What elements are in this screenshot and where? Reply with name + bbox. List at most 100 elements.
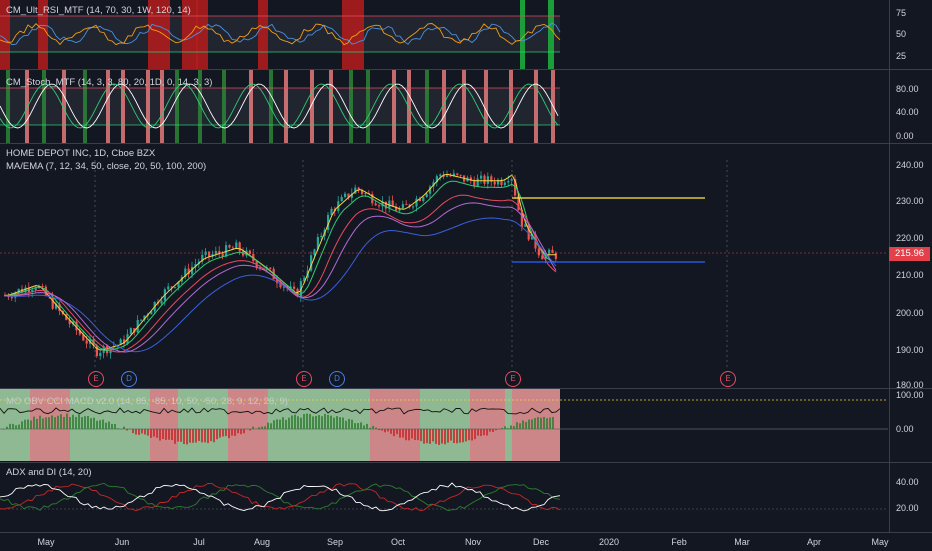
candle-body — [483, 175, 486, 184]
candle-body — [514, 179, 517, 196]
candle-body — [214, 251, 217, 255]
dividend-marker[interactable]: D — [329, 371, 345, 387]
candle-body — [442, 174, 445, 177]
candle-body — [177, 281, 180, 288]
candle-body — [85, 340, 88, 344]
stoch-signal-bar — [269, 70, 273, 143]
candle-body — [469, 177, 472, 181]
candle-body — [95, 345, 98, 357]
candle-body — [82, 334, 85, 341]
candle-body — [201, 254, 204, 262]
time-tick: Jun — [114, 537, 130, 547]
stoch-tick: 40.00 — [896, 107, 919, 117]
time-tick: Jul — [193, 537, 205, 547]
time-tick: Feb — [671, 537, 687, 547]
candle-body — [242, 251, 245, 256]
candle-body — [520, 210, 523, 227]
macd-zone — [505, 389, 512, 461]
candle-body — [184, 268, 187, 277]
candle-body — [320, 235, 323, 238]
stoch-signal-bar — [25, 70, 29, 143]
candle-body — [228, 245, 231, 248]
candle-body — [486, 176, 489, 184]
candle-body — [537, 248, 540, 256]
pane-divider[interactable] — [0, 388, 932, 389]
price-tick: 230.00 — [896, 196, 924, 206]
rsi-tick: 50 — [896, 29, 907, 39]
candle-body — [422, 197, 425, 202]
candle-body — [429, 186, 432, 194]
stoch-signal-bar — [62, 70, 66, 143]
ma-line-fast — [3, 173, 556, 351]
earnings-marker[interactable]: E — [296, 371, 312, 387]
stoch-tick: 0.00 — [896, 131, 914, 141]
price-axis[interactable]: 75 50 25 80.00 40.00 0.00 240.00 230.00 … — [889, 0, 932, 532]
candle-body — [194, 264, 197, 267]
candle-body — [493, 181, 496, 185]
pane-divider[interactable] — [0, 143, 932, 144]
stoch-line — [0, 83, 559, 129]
dividend-marker[interactable]: D — [121, 371, 137, 387]
candle-body — [425, 193, 428, 198]
macd-tick: 0.00 — [896, 424, 914, 434]
rsi-tick: 75 — [896, 8, 907, 18]
candle-body — [78, 330, 81, 335]
candle-body — [500, 179, 503, 186]
time-tick: Nov — [464, 537, 482, 547]
adx-tick: 20.00 — [896, 503, 919, 513]
candle-body — [435, 176, 438, 183]
candle-body — [418, 198, 421, 202]
symbol-title[interactable]: HOME DEPOT INC, 1D, Cboe BZX — [6, 148, 156, 159]
candle-body — [347, 193, 350, 198]
earnings-marker[interactable]: E — [505, 371, 521, 387]
candle-body — [248, 250, 251, 254]
candle-body — [129, 328, 132, 335]
candle-body — [136, 319, 139, 333]
candle-body — [551, 249, 554, 253]
stoch-signal-bar — [349, 70, 353, 143]
candle-body — [405, 204, 408, 206]
candle-body — [123, 339, 126, 344]
rsi-oversold-bar — [520, 0, 525, 69]
pane-divider[interactable] — [0, 462, 932, 463]
earnings-marker[interactable]: E — [88, 371, 104, 387]
time-tick: May — [871, 537, 889, 547]
pane-divider[interactable] — [0, 69, 932, 70]
stoch-signal-bar — [425, 70, 429, 143]
chart-canvas[interactable] — [0, 0, 888, 532]
rsi-band — [0, 16, 560, 52]
candle-body — [412, 206, 415, 208]
stoch-signal-bar — [198, 70, 202, 143]
price-tick: 210.00 — [896, 270, 924, 280]
candle-body — [527, 224, 530, 240]
candle-body — [34, 287, 37, 290]
rsi-oversold-bar — [548, 0, 554, 69]
stoch-signal-bar — [249, 70, 253, 143]
candle-body — [517, 195, 520, 211]
candle-body — [327, 214, 330, 230]
earnings-marker[interactable]: E — [720, 371, 736, 387]
price-tick: 220.00 — [896, 233, 924, 243]
stoch-indicator-title[interactable]: CM_Stoch_MTF (14, 3, 3, 80, 20, 1D, 0, 1… — [6, 77, 213, 88]
candle-body — [289, 286, 292, 288]
rsi-overbought-bar — [0, 0, 10, 69]
candle-body — [99, 352, 102, 357]
candle-body — [133, 328, 136, 333]
adx-tick: 40.00 — [896, 477, 919, 487]
candle-body — [51, 297, 54, 309]
price-tick: 240.00 — [896, 160, 924, 170]
time-axis[interactable]: May Jun Jul Aug Sep Oct Nov Dec 2020 Feb… — [0, 532, 932, 551]
ma-ema-indicator-title[interactable]: MA/EMA (7, 12, 34, 50, close, 20, 50, 10… — [6, 161, 207, 172]
macd-indicator-title[interactable]: MO OBV CCI MACD v2.0 (14, 85, -85, 10, 5… — [6, 396, 288, 407]
candle-body — [282, 286, 285, 288]
candle-body — [167, 286, 170, 290]
candle-body — [364, 192, 367, 194]
candle-body — [340, 196, 343, 202]
rsi-indicator-title[interactable]: CM_Ult_RSI_MTF (14, 70, 30, 1W, 120, 14) — [6, 5, 191, 16]
adx-indicator-title[interactable]: ADX and DI (14, 20) — [6, 467, 92, 478]
stoch-signal-bar — [392, 70, 396, 143]
candle-body — [310, 255, 313, 271]
macd-tick: 100.00 — [896, 390, 924, 400]
candle-body — [381, 201, 384, 207]
rsi-line — [0, 23, 561, 46]
